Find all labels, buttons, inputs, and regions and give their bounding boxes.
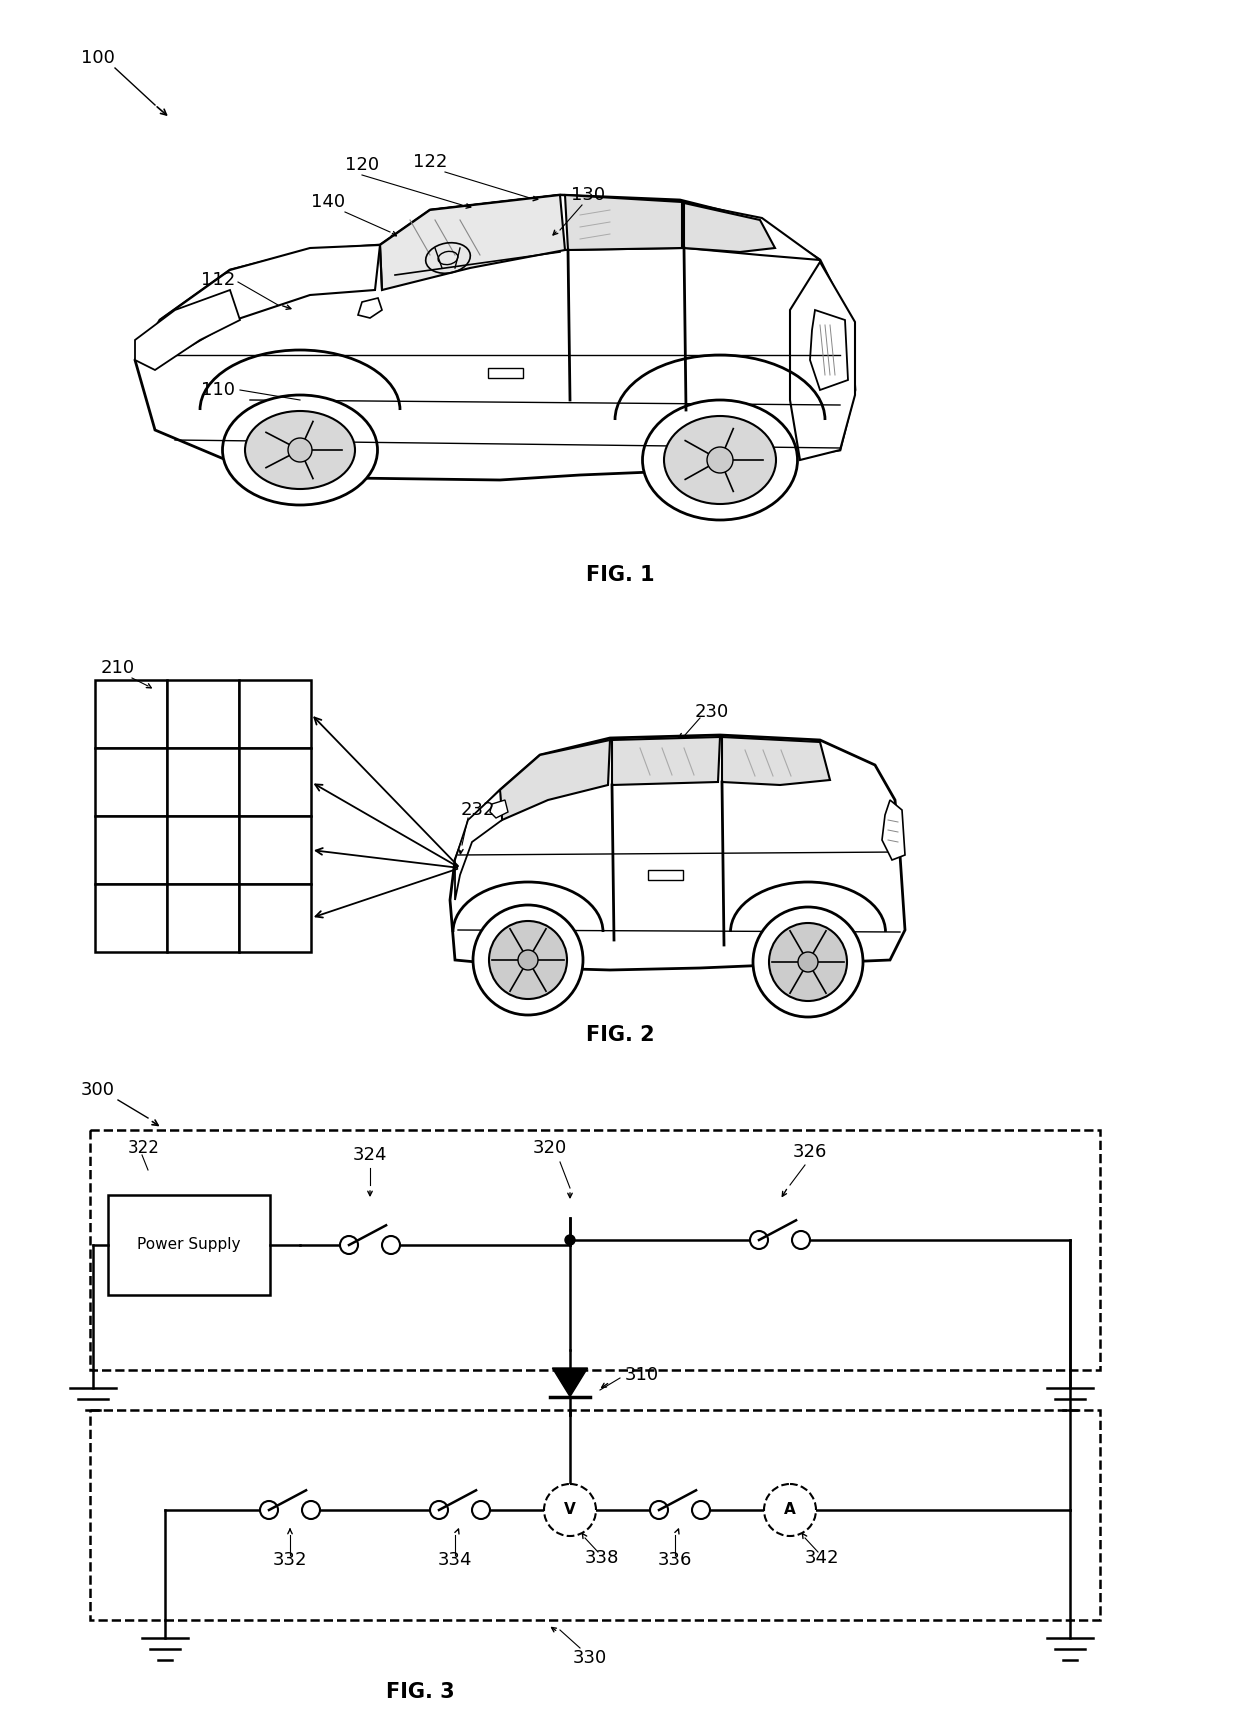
Text: FIG. 1: FIG. 1 xyxy=(585,565,655,585)
Text: 326: 326 xyxy=(792,1143,827,1160)
Ellipse shape xyxy=(222,395,377,506)
Text: 100: 100 xyxy=(81,48,115,68)
Bar xyxy=(95,748,167,816)
Circle shape xyxy=(799,953,818,972)
Polygon shape xyxy=(722,738,830,785)
Polygon shape xyxy=(358,298,382,319)
Text: Power Supply: Power Supply xyxy=(138,1237,241,1252)
Text: 338: 338 xyxy=(585,1548,619,1567)
Bar xyxy=(239,883,311,953)
Text: A: A xyxy=(784,1502,796,1517)
Polygon shape xyxy=(379,196,565,289)
Bar xyxy=(108,1195,270,1296)
Circle shape xyxy=(764,1484,816,1536)
Text: 120: 120 xyxy=(345,156,379,173)
Text: 320: 320 xyxy=(533,1140,567,1157)
Circle shape xyxy=(707,447,733,473)
Bar xyxy=(91,1410,1100,1619)
Bar xyxy=(239,816,311,883)
Ellipse shape xyxy=(663,416,776,504)
Polygon shape xyxy=(552,1368,588,1396)
Text: 332: 332 xyxy=(273,1550,308,1569)
Circle shape xyxy=(518,949,538,970)
Polygon shape xyxy=(565,196,682,249)
Circle shape xyxy=(565,1505,575,1516)
Text: 130: 130 xyxy=(570,185,605,204)
Polygon shape xyxy=(613,738,720,785)
Ellipse shape xyxy=(769,923,847,1001)
Circle shape xyxy=(565,1235,575,1245)
Ellipse shape xyxy=(472,906,583,1015)
Circle shape xyxy=(288,438,312,462)
Bar xyxy=(649,869,683,880)
Polygon shape xyxy=(455,790,502,901)
Polygon shape xyxy=(490,800,508,818)
Circle shape xyxy=(650,1502,668,1519)
Circle shape xyxy=(303,1502,320,1519)
Text: 232: 232 xyxy=(461,800,495,819)
Ellipse shape xyxy=(246,410,355,488)
Text: FIG. 2: FIG. 2 xyxy=(585,1025,655,1044)
Text: FIG. 3: FIG. 3 xyxy=(386,1682,454,1703)
Bar xyxy=(239,681,311,748)
Polygon shape xyxy=(450,734,905,970)
Polygon shape xyxy=(882,800,905,861)
Text: 110: 110 xyxy=(201,381,236,398)
Text: 112: 112 xyxy=(201,270,236,289)
Text: V: V xyxy=(564,1502,575,1517)
Circle shape xyxy=(430,1502,448,1519)
Bar xyxy=(95,883,167,953)
Circle shape xyxy=(472,1502,490,1519)
Circle shape xyxy=(544,1484,596,1536)
Bar xyxy=(95,816,167,883)
Bar xyxy=(489,367,523,378)
Bar xyxy=(167,816,239,883)
Bar xyxy=(167,748,239,816)
Bar xyxy=(167,681,239,748)
Polygon shape xyxy=(500,740,610,819)
Text: 324: 324 xyxy=(352,1147,387,1164)
Circle shape xyxy=(750,1231,768,1249)
Circle shape xyxy=(382,1237,401,1254)
Text: 334: 334 xyxy=(438,1550,472,1569)
Polygon shape xyxy=(810,310,848,390)
Text: 310: 310 xyxy=(625,1367,660,1384)
Text: 210: 210 xyxy=(100,658,135,677)
Text: 330: 330 xyxy=(573,1649,608,1666)
Text: 342: 342 xyxy=(805,1548,839,1567)
Circle shape xyxy=(340,1237,358,1254)
Text: 336: 336 xyxy=(657,1550,692,1569)
Bar xyxy=(91,1129,1100,1370)
Polygon shape xyxy=(135,196,856,480)
Polygon shape xyxy=(135,289,241,371)
Circle shape xyxy=(260,1502,278,1519)
Polygon shape xyxy=(430,196,820,260)
Text: 300: 300 xyxy=(81,1081,115,1100)
Circle shape xyxy=(692,1502,711,1519)
Ellipse shape xyxy=(642,400,797,520)
Polygon shape xyxy=(790,262,856,461)
Ellipse shape xyxy=(489,921,567,999)
Text: 322: 322 xyxy=(128,1140,160,1157)
Circle shape xyxy=(792,1231,810,1249)
Text: 140: 140 xyxy=(311,192,345,211)
Text: 122: 122 xyxy=(413,152,448,171)
Polygon shape xyxy=(160,244,379,355)
Ellipse shape xyxy=(753,908,863,1017)
Bar xyxy=(239,748,311,816)
Bar xyxy=(167,883,239,953)
Bar xyxy=(95,681,167,748)
Polygon shape xyxy=(684,203,775,251)
Text: 230: 230 xyxy=(694,703,729,721)
